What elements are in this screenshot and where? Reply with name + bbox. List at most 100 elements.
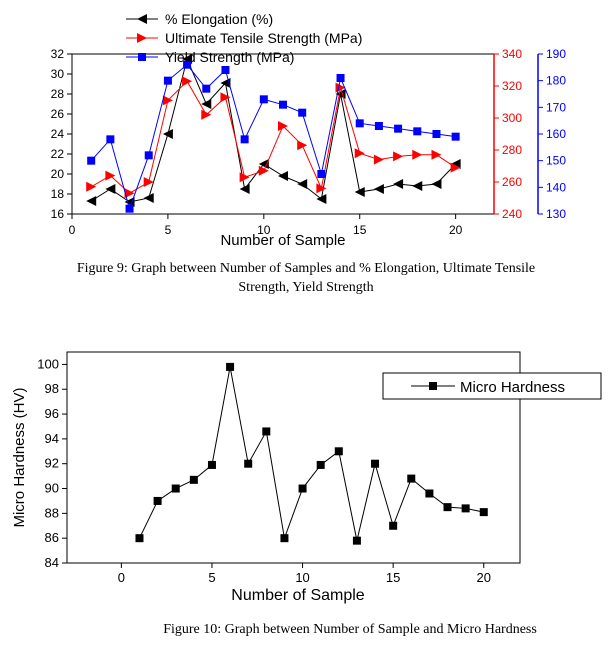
hardness-point	[425, 489, 434, 498]
series-1-point	[373, 154, 384, 165]
y-left-tick-label: 32	[51, 47, 65, 61]
series-line-1	[90, 80, 456, 194]
y-left-tick-label: 16	[51, 207, 65, 221]
figure-10-caption-text: Figure 10: Graph between Number of Sampl…	[163, 622, 537, 637]
series-2-point	[317, 170, 326, 178]
series-2-point	[298, 108, 307, 117]
x-tick-label: 10	[257, 223, 271, 237]
legend-label-0: % Elongation (%)	[165, 11, 273, 27]
hardness-point	[461, 504, 470, 513]
hardness-point	[298, 484, 307, 493]
y-left-tick-label: 18	[51, 187, 65, 201]
y-left-tick-label: 24	[51, 127, 65, 141]
series-2-point	[163, 76, 172, 85]
series-2-point	[240, 135, 249, 144]
legend-label-2: Micro Hardness	[460, 379, 565, 396]
legend-label-2: Yield Strength (MPa)	[165, 49, 294, 65]
y-right-ys-tick-label: 140	[546, 180, 566, 194]
series-2-point	[355, 119, 364, 128]
hardness-point	[371, 459, 380, 468]
legend-marker-0	[137, 14, 147, 24]
y-right-uts-tick-label: 320	[502, 79, 522, 93]
series-0-point	[201, 99, 212, 109]
x-tick-label: 20	[449, 223, 463, 237]
y-right-ys-tick-label: 190	[546, 47, 566, 61]
y-right-ys-tick-label: 170	[546, 100, 566, 114]
series-2-point	[259, 95, 268, 104]
hardness-point	[316, 460, 325, 469]
hardness-point	[389, 521, 398, 530]
series-2-point	[451, 132, 460, 141]
y-right-uts-tick-label: 280	[502, 143, 522, 157]
series-2-point	[202, 84, 211, 93]
hardness-point	[135, 534, 144, 543]
hardness-point	[334, 447, 343, 456]
y-tick-label-2: 92	[45, 456, 59, 471]
series-0-point	[297, 179, 308, 189]
series-2-point	[394, 124, 403, 133]
y-tick-label-2: 90	[45, 481, 59, 496]
series-2-point	[183, 60, 192, 69]
series-0-point	[316, 194, 327, 204]
series-0-point	[278, 171, 288, 181]
series-0-point	[86, 196, 97, 206]
y-axis-title-2: Micro Hardness (HV)	[11, 387, 28, 527]
y-tick-label-2: 86	[45, 530, 59, 545]
y-left-tick-label: 26	[51, 107, 65, 121]
figure-9-caption-line-2: Strength, Yield Strength	[238, 280, 374, 295]
legend-marker-2	[138, 53, 146, 61]
hardness-point	[280, 534, 289, 543]
series-1-point	[278, 121, 288, 131]
series-0-point	[431, 179, 442, 189]
series-0-point	[393, 179, 404, 189]
series-0-point	[258, 159, 269, 169]
figure-9-caption-line-1: Figure 9: Graph between Number of Sample…	[76, 261, 536, 276]
y-left-tick-label: 30	[51, 67, 65, 81]
hardness-point	[207, 460, 216, 469]
x-tick-label-2: 0	[118, 570, 125, 585]
series-0-point	[105, 184, 116, 194]
legend-box-2	[382, 372, 602, 400]
series-1-point	[431, 149, 442, 160]
hardness-point	[262, 427, 271, 436]
figure-10-caption: Figure 10: Graph between Number of Sampl…	[100, 620, 600, 639]
series-2-point	[106, 135, 115, 144]
hardness-point	[479, 508, 488, 517]
y-tick-label-2: 84	[45, 555, 59, 570]
series-1-point	[258, 165, 269, 176]
series-1-point	[354, 148, 365, 159]
hardness-point	[407, 474, 416, 483]
series-line-hardness	[139, 366, 484, 541]
series-1-point	[316, 183, 327, 194]
series-1-point	[201, 109, 212, 120]
y-right-uts-tick-label: 340	[502, 47, 522, 61]
figure-9-caption: Figure 9: Graph between Number of Sample…	[20, 259, 592, 297]
series-0-point	[412, 181, 423, 191]
series-0-point	[143, 193, 154, 203]
hardness-point	[153, 496, 162, 505]
series-0-point	[124, 197, 135, 207]
y-right-ys-tick-label: 130	[546, 207, 566, 221]
y-left-tick-label: 20	[51, 167, 65, 181]
y-tick-label-2: 94	[45, 431, 59, 446]
series-0-point	[354, 187, 365, 197]
x-tick-label-2: 20	[477, 570, 491, 585]
y-right-uts-tick-label: 240	[502, 207, 522, 221]
y-tick-label-2: 100	[37, 356, 59, 371]
series-1-point	[297, 140, 308, 151]
hardness-point	[226, 362, 235, 371]
hardness-point	[189, 475, 198, 484]
series-2-point	[432, 130, 441, 138]
series-0-point	[239, 184, 250, 194]
series-2-point	[144, 151, 153, 160]
hardness-point	[171, 484, 180, 493]
series-1-point	[124, 188, 135, 199]
x-axis-title-2: Number of Sample	[231, 587, 364, 604]
series-1-point	[143, 177, 154, 187]
y-right-ys-tick-label: 180	[546, 74, 566, 88]
x-tick-label: 5	[165, 223, 172, 237]
x-tick-label-2: 10	[295, 570, 309, 585]
series-2-point	[125, 204, 134, 213]
legend-label-1: Ultimate Tensile Strength (MPa)	[165, 30, 362, 46]
series-2-point	[336, 74, 345, 82]
